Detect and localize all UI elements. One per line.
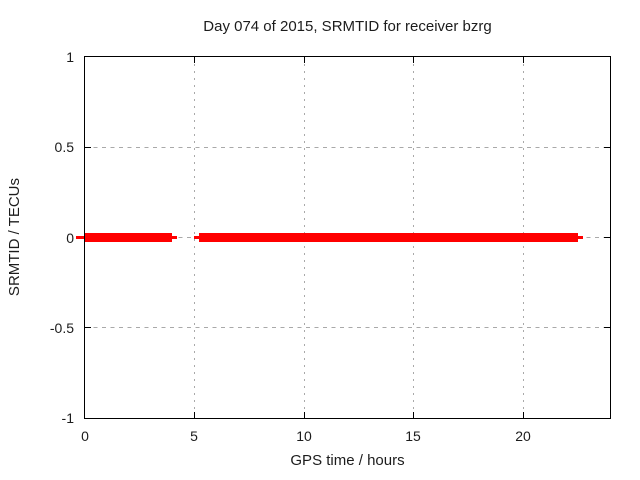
x-tick-mark-bottom bbox=[304, 412, 305, 418]
x-tick-mark-top bbox=[523, 57, 524, 63]
y-tick-mark-left bbox=[85, 327, 91, 328]
x-tick-mark-top bbox=[413, 57, 414, 63]
y-tick-label: -0.5 bbox=[49, 320, 74, 336]
y-axis-label-text: SRMTID / TECUs bbox=[5, 178, 23, 297]
y-tick-label: -1 bbox=[61, 410, 74, 426]
x-tick-mark-bottom bbox=[413, 412, 414, 418]
data-segment bbox=[199, 233, 578, 242]
y-tick-mark-right bbox=[604, 327, 610, 328]
data-sparse-point bbox=[172, 236, 177, 239]
x-tick-mark-top bbox=[194, 57, 195, 63]
plot-area bbox=[76, 56, 611, 419]
y-tick-label: 0 bbox=[66, 230, 74, 246]
data-sparse-point bbox=[578, 236, 583, 239]
y-tick-label: 1 bbox=[66, 49, 74, 65]
data-sparse-point bbox=[194, 236, 199, 239]
x-tick-label: 10 bbox=[296, 428, 312, 444]
x-tick-label: 20 bbox=[515, 428, 531, 444]
y-axis-label: SRMTID / TECUs bbox=[2, 56, 26, 419]
y-tick-mark-right bbox=[604, 147, 610, 148]
chart-title: Day 074 of 2015, SRMTID for receiver bzr… bbox=[203, 18, 492, 35]
y-tick-mark-left bbox=[85, 147, 91, 148]
gridline-horizontal bbox=[85, 327, 610, 328]
x-tick-label: 15 bbox=[405, 428, 421, 444]
x-tick-mark-bottom bbox=[194, 412, 195, 418]
data-segment bbox=[85, 233, 172, 242]
y-tick-mark-right bbox=[604, 237, 610, 238]
x-tick-mark-top bbox=[304, 57, 305, 63]
x-tick-label: 5 bbox=[190, 428, 198, 444]
gridline-horizontal bbox=[85, 147, 610, 148]
zero-line-edge-dash bbox=[76, 236, 84, 239]
x-tick-mark-bottom bbox=[523, 412, 524, 418]
x-axis-label: GPS time / hours bbox=[290, 452, 405, 469]
x-tick-label: 0 bbox=[81, 428, 89, 444]
y-tick-label: 0.5 bbox=[54, 139, 74, 155]
